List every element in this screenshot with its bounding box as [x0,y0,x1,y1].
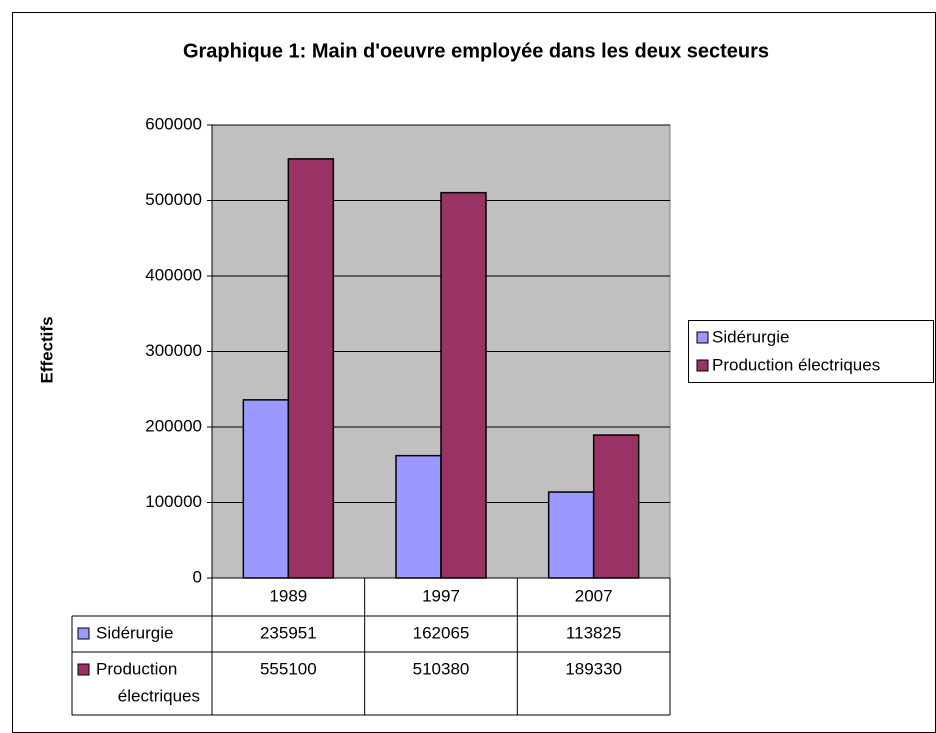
y-tick-label: 300000 [145,341,202,360]
legend-key [696,331,709,344]
table-value: 189330 [565,659,622,678]
table-value: 235951 [260,623,317,642]
table-row-label: Sidérurgie [96,623,174,642]
y-tick-label: 600000 [145,114,202,133]
x-tick-label: 1997 [422,586,460,605]
x-tick-label: 1989 [269,586,307,605]
y-tick-label: 500000 [145,190,202,209]
legend-box [688,320,934,383]
table-legend-key [77,627,90,640]
bar [547,491,595,579]
y-axis-label: Effectifs [37,316,56,383]
chart-title: Graphique 1: Main d'oeuvre employée dans… [183,40,769,62]
bar [592,434,640,579]
legend-label: Sidérurgie [712,327,790,346]
x-tick-label: 2007 [575,586,613,605]
y-tick-label: 0 [193,567,202,586]
legend-key [696,359,709,372]
table-value: 162065 [413,623,470,642]
legend-label: Production électriques [712,355,880,374]
table-value: 510380 [413,659,470,678]
bar [242,399,290,579]
y-tick-label: 200000 [145,416,202,435]
bar [395,454,442,579]
table-row-label: électriques [118,686,200,705]
bar [287,158,335,579]
y-tick-label: 400000 [145,265,202,284]
table-legend-key [77,663,90,676]
y-tick-label: 100000 [145,492,202,511]
table-row-label: Production [96,659,177,678]
table-value: 113825 [566,623,621,642]
table-value: 555100 [260,659,317,678]
bar [440,191,487,579]
